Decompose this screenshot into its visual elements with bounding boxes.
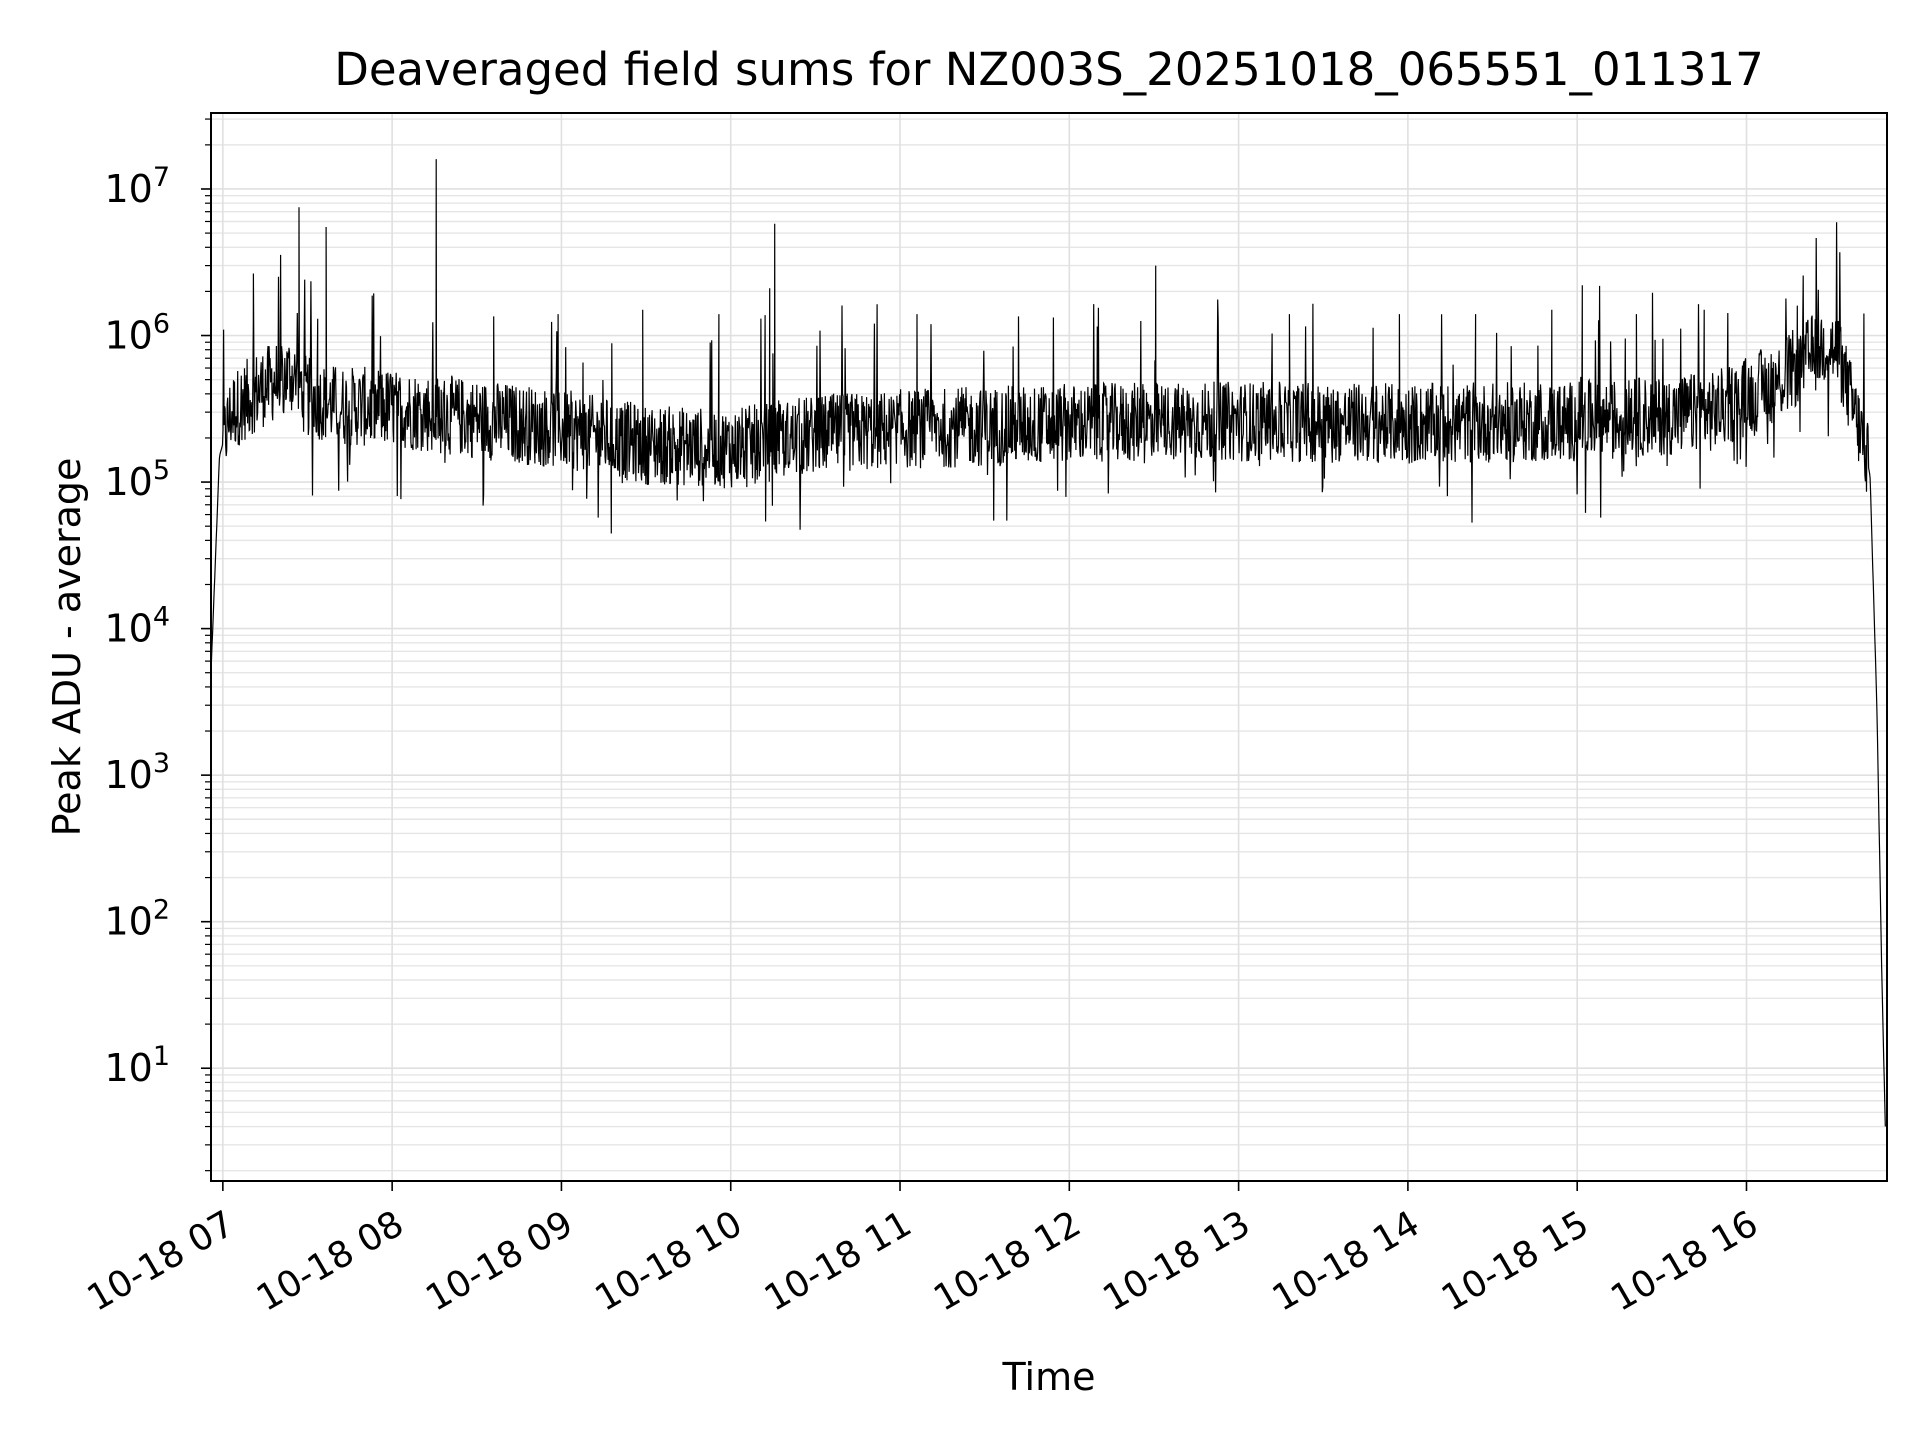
y-tick-label: 106: [104, 309, 170, 358]
x-axis-ticks: 10-18 07 10-18 08 10-18 09 10-18 10 10-18 11…: [81, 1181, 1765, 1320]
plot-frame: [210, 112, 1888, 1182]
chart-title: Deaveraged field sums for NZ003S_2025101…: [334, 43, 1764, 96]
x-tick-label: 10-18 14: [1266, 1203, 1427, 1319]
x-tick-label: 10-18 11: [758, 1203, 919, 1319]
y-tick-label: 102: [104, 895, 170, 944]
x-tick-label: 10-18 10: [589, 1203, 750, 1319]
series-line-field-sums: [210, 159, 1886, 1127]
x-tick-label: 10-18 07: [81, 1203, 242, 1319]
x-axis-label: Time: [1002, 1355, 1096, 1399]
x-tick-label: 10-18 16: [1604, 1203, 1765, 1319]
y-tick-label: 105: [104, 455, 170, 504]
y-tick-label: 104: [104, 602, 170, 651]
x-tick-label: 10-18 08: [250, 1203, 411, 1319]
y-tick-label: 103: [104, 748, 170, 797]
y-axis-ticks: 101 102 103 104 105 106 107: [104, 118, 211, 1172]
x-tick-label: 10-18 15: [1435, 1203, 1596, 1319]
grid: [211, 113, 1887, 1181]
x-tick-label: 10-18 13: [1096, 1203, 1257, 1319]
y-axis-label: Peak ADU - average: [45, 458, 89, 837]
y-tick-label: 107: [104, 162, 170, 211]
x-tick-label: 10-18 12: [927, 1203, 1088, 1319]
y-tick-label: 101: [104, 1041, 170, 1090]
x-tick-label: 10-18 09: [419, 1203, 580, 1319]
